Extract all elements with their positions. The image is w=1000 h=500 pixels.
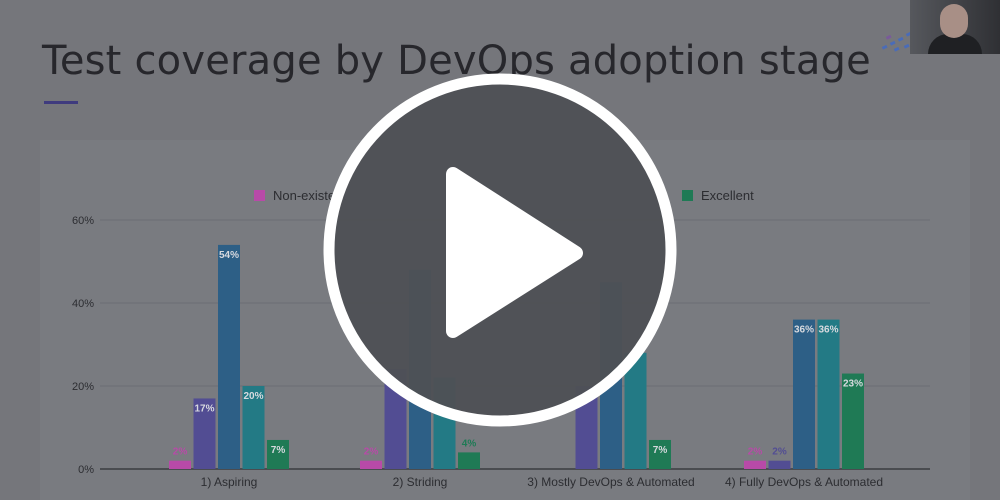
legend-label: Excellent xyxy=(701,188,754,203)
title-underline xyxy=(44,101,78,104)
bar xyxy=(193,398,216,469)
y-tick-label: 60% xyxy=(72,215,94,227)
bar xyxy=(169,460,191,469)
y-tick-label: 20% xyxy=(72,381,94,393)
data-label: 7% xyxy=(653,445,668,456)
slide-title: Test coverage by DevOps adoption stage xyxy=(42,38,871,84)
bar xyxy=(649,439,671,469)
data-label: 4% xyxy=(462,438,477,449)
legend-swatch xyxy=(682,190,693,201)
bar xyxy=(842,373,864,469)
bar xyxy=(768,460,791,469)
data-label: 2% xyxy=(364,447,379,458)
data-label: 36% xyxy=(818,325,838,336)
data-label: 17% xyxy=(194,403,214,414)
decorative-dots-icon xyxy=(881,20,920,52)
legend-swatch xyxy=(254,190,265,201)
bar xyxy=(458,452,480,469)
bar xyxy=(360,460,382,469)
data-label: 2% xyxy=(173,447,188,458)
x-tick-label: 3) Mostly DevOps & Automated xyxy=(527,475,694,489)
play-button[interactable] xyxy=(322,72,678,428)
legend-label: Non-existent xyxy=(273,188,346,203)
data-label: 54% xyxy=(219,250,239,261)
bar xyxy=(242,386,265,469)
bar xyxy=(267,439,289,469)
data-label: 2% xyxy=(772,447,787,458)
y-tick-label: 40% xyxy=(72,298,94,310)
x-tick-label: 4) Fully DevOps & Automated xyxy=(725,475,883,489)
data-label: 23% xyxy=(843,379,863,390)
data-label: 36% xyxy=(794,325,814,336)
y-tick-label: 0% xyxy=(78,464,94,476)
data-label: 2% xyxy=(748,447,763,458)
bar xyxy=(744,460,766,469)
play-icon xyxy=(446,167,583,338)
bar xyxy=(793,319,815,469)
bar xyxy=(218,244,240,469)
data-label: 7% xyxy=(271,445,286,456)
bar xyxy=(817,319,840,469)
data-label: 20% xyxy=(243,391,263,402)
x-tick-label: 1) Aspiring xyxy=(201,475,258,489)
x-tick-label: 2) Striding xyxy=(393,475,448,489)
webcam-thumbnail xyxy=(910,0,1000,54)
bar xyxy=(624,352,647,469)
